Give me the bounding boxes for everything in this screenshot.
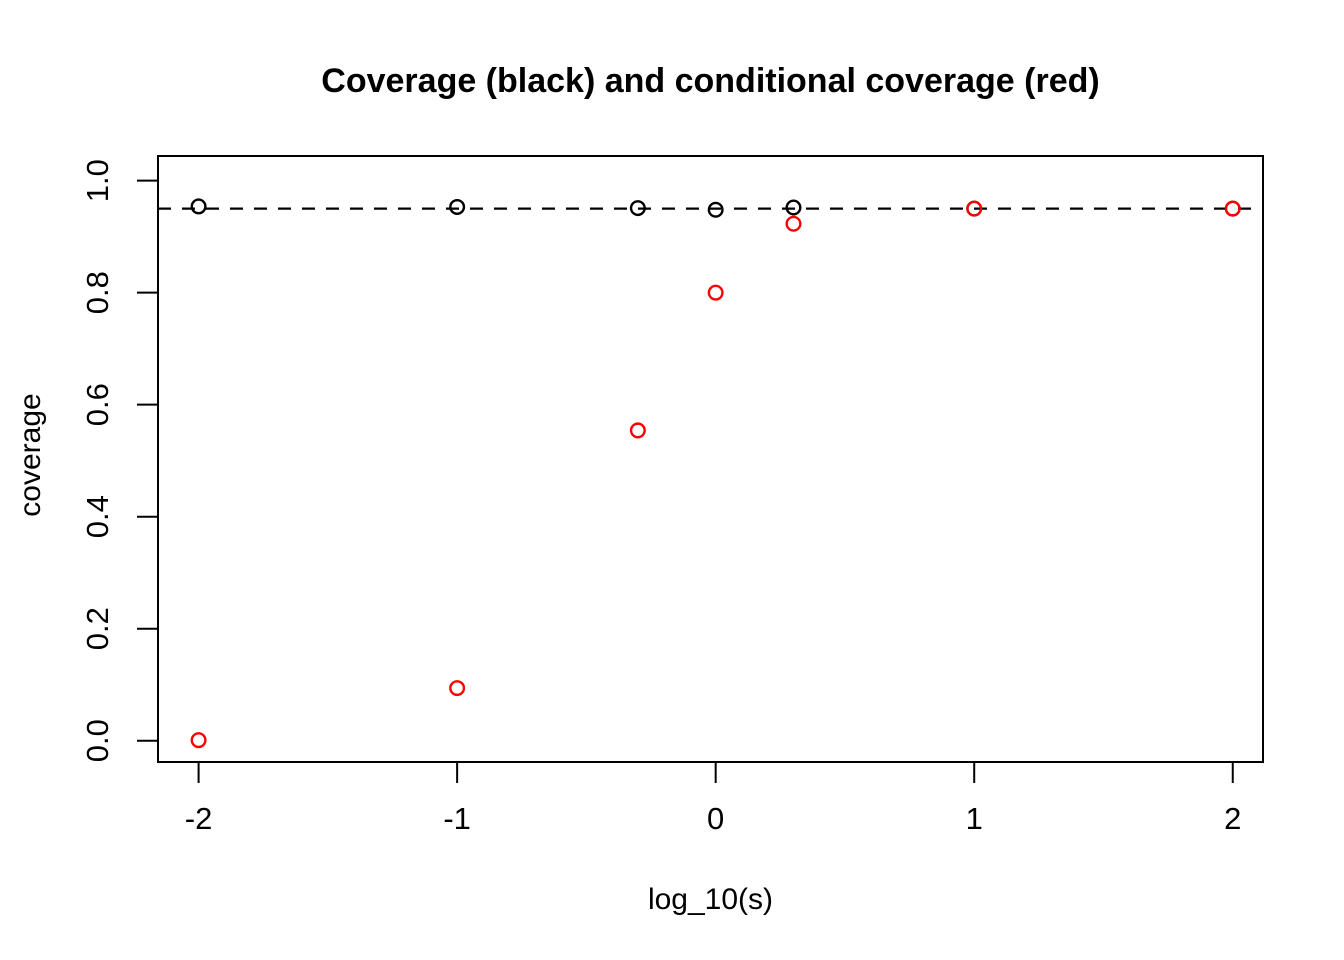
y-tick-label: 0.8 bbox=[80, 271, 115, 314]
x-tick-label: 2 bbox=[1224, 801, 1241, 836]
x-tick-label: 0 bbox=[707, 801, 724, 836]
data-point bbox=[190, 198, 207, 215]
data-point bbox=[707, 201, 724, 218]
data-point bbox=[966, 200, 983, 217]
data-point bbox=[785, 199, 802, 216]
x-tick-label: -2 bbox=[185, 801, 213, 836]
x-axis-label: log_10(s) bbox=[647, 883, 774, 916]
x-axis: -2 -1 0 1 2 bbox=[185, 762, 1241, 836]
data-point bbox=[190, 732, 207, 749]
data-point bbox=[785, 215, 802, 232]
plot-box-border bbox=[157, 155, 1264, 763]
data-point bbox=[629, 200, 646, 217]
data-point bbox=[449, 198, 466, 215]
y-tick-label: 0.2 bbox=[80, 607, 115, 650]
data-point bbox=[449, 680, 466, 697]
data-point bbox=[707, 284, 724, 301]
series-conditional-coverage-red bbox=[190, 200, 1241, 749]
x-tick-label: -1 bbox=[443, 801, 471, 836]
chart-title: Coverage (black) and conditional coverag… bbox=[321, 62, 1100, 100]
x-tick-label: 1 bbox=[966, 801, 983, 836]
y-tick-label: 0.4 bbox=[80, 495, 115, 538]
y-axis: 0.0 0.2 0.4 0.6 0.8 1.0 bbox=[80, 159, 158, 762]
y-tick-label: 0.6 bbox=[80, 383, 115, 426]
y-tick-label: 0.0 bbox=[80, 719, 115, 762]
data-point bbox=[1224, 200, 1241, 217]
y-tick-label: 1.0 bbox=[80, 159, 115, 202]
plot-box bbox=[157, 155, 1264, 763]
data-point bbox=[629, 422, 646, 439]
